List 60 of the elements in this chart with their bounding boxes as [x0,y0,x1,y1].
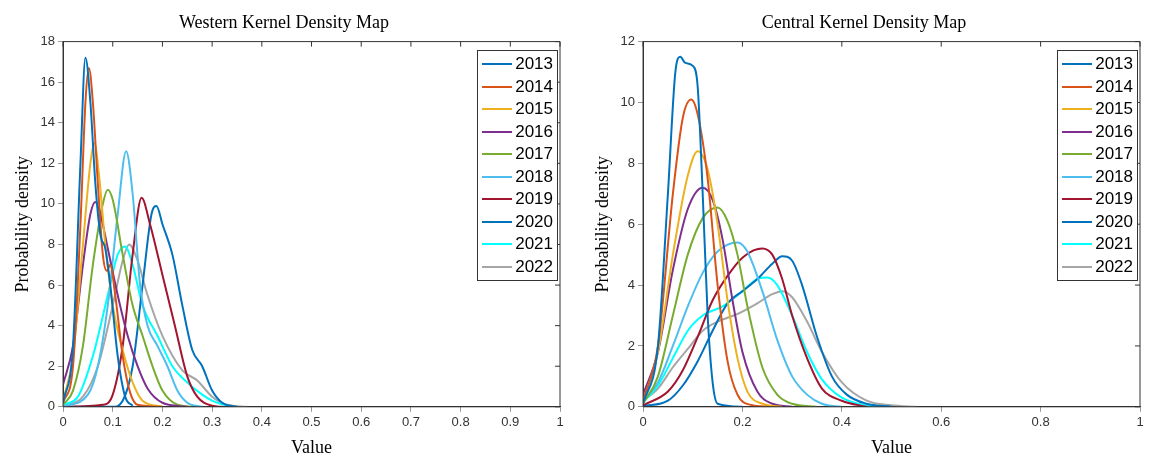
x-tick-label: 0.6 [932,414,951,430]
x-tick-label: 0.6 [352,414,371,430]
legend-label: 2014 [515,76,553,97]
y-tick-label: 18 [40,33,56,49]
y-tick-label: 8 [47,236,56,252]
legend-label: 2019 [1095,189,1133,210]
y-tick-label: 10 [620,94,636,110]
y-tick-label: 6 [627,215,636,231]
y-tick-label: 0 [627,398,636,414]
x-tick-label: 0.8 [1031,414,1050,430]
legend-label: 2016 [1095,121,1133,142]
legend-label: 2021 [1095,234,1133,255]
legend-label: 2013 [515,54,553,75]
x-tick-label: 0.3 [203,414,222,430]
x-tick-label: 0 [59,414,67,430]
y-tick-label: 2 [47,357,56,373]
legend-label: 2018 [1095,166,1133,187]
y-tick-label: 0 [47,398,56,414]
legend-label: 2020 [1095,211,1133,232]
y-tick-label: 6 [47,276,56,292]
y-tick-label: 12 [620,33,636,49]
x-tick-label: 0.9 [501,414,520,430]
x-axis-title: Value [871,436,913,457]
x-tick-label: 0.7 [401,414,420,430]
legend-label: 2013 [1095,54,1133,75]
x-tick-label: 1 [556,414,564,430]
legend-label: 2022 [1095,256,1133,277]
y-tick-label: 12 [40,154,56,170]
y-axis-title: Probability density [591,155,612,293]
y-axis-title: Probability density [11,155,32,293]
y-tick-label: 10 [40,195,56,211]
y-tick-label: 4 [47,317,56,333]
legend-label: 2016 [515,121,553,142]
y-tick-label: 16 [40,73,56,89]
legend-label: 2021 [515,234,553,255]
x-axis-title: Value [291,436,333,457]
y-tick-label: 14 [40,114,56,130]
legend-label: 2015 [1095,99,1133,120]
x-tick-label: 0.8 [451,414,470,430]
x-tick-label: 0.5 [302,414,321,430]
x-tick-label: 1 [1136,414,1144,430]
x-tick-label: 0 [639,414,647,430]
x-tick-label: 0.2 [153,414,172,430]
y-tick-label: 8 [627,154,636,170]
legend-label: 2014 [1095,76,1133,97]
x-tick-label: 0.4 [252,414,271,430]
y-tick-label: 2 [627,337,636,353]
legend-label: 2019 [515,189,553,210]
x-tick-label: 0.1 [103,414,122,430]
x-tick-label: 0.2 [733,414,752,430]
legend-label: 2020 [515,211,553,232]
legend-label: 2022 [515,256,553,277]
chart-title: Central Kernel Density Map [761,11,967,32]
chart-title: Western Kernel Density Map [179,11,389,32]
legend-label: 2015 [515,99,553,120]
x-tick-label: 0.4 [832,414,851,430]
y-tick-label: 4 [627,276,636,292]
legend-label: 2017 [515,144,553,165]
legend-label: 2017 [1095,144,1133,165]
legend-label: 2018 [515,166,553,187]
